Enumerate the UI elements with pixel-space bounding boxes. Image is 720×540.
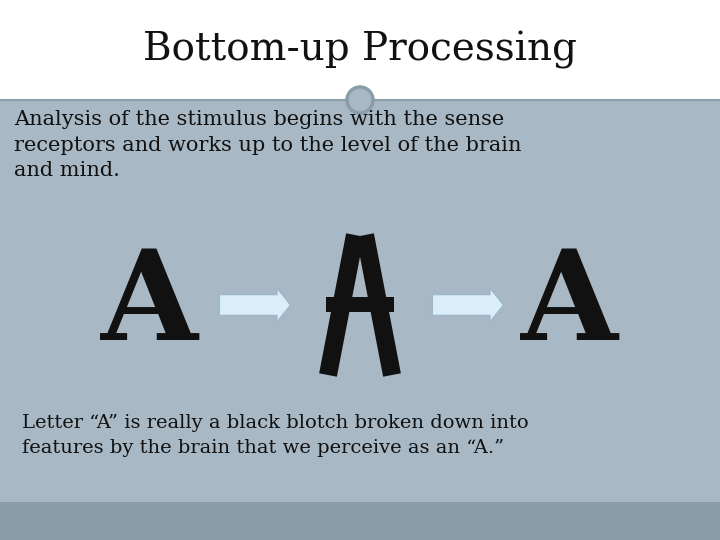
Polygon shape [432,287,504,323]
Bar [0,100,720,502]
Circle shape [347,87,373,113]
Text: Analysis of the stimulus begins with the sense
receptors and works up to the lev: Analysis of the stimulus begins with the… [14,110,521,180]
Text: A: A [102,245,199,366]
Bar [0,0,720,100]
Text: Bottom-up Processing: Bottom-up Processing [143,31,577,69]
Bar [0,502,720,540]
Text: A: A [521,245,618,366]
Text: Letter “A” is really a black blotch broken down into
features by the brain that : Letter “A” is really a black blotch brok… [22,414,528,456]
Polygon shape [219,287,291,323]
Bar [326,297,394,312]
